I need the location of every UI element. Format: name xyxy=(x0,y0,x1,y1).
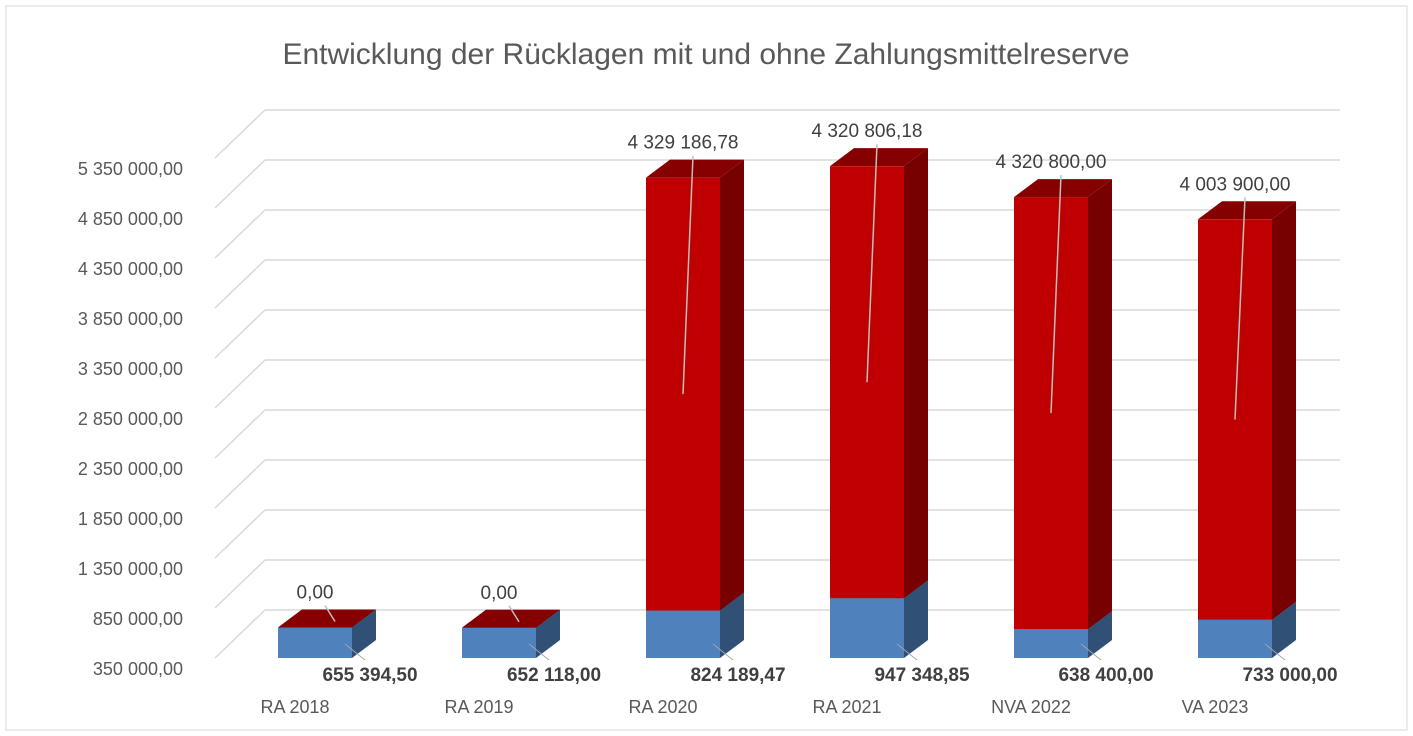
bar-side xyxy=(1088,611,1112,658)
value-label: 4 329 186,78 xyxy=(628,133,739,154)
y-tick-label: 4 350 000,00 xyxy=(78,259,183,279)
y-tick-label: 2 350 000,00 xyxy=(78,459,183,479)
bar-side xyxy=(720,592,744,658)
leader-line xyxy=(866,144,878,383)
leader-line xyxy=(528,643,550,661)
bar xyxy=(646,610,720,658)
bar-side xyxy=(536,609,560,658)
value-label: 4 003 900,00 xyxy=(1180,174,1291,195)
leader-line xyxy=(1234,197,1246,420)
chart-title: Entwicklung der Rücklagen mit und ohne Z… xyxy=(282,38,1129,71)
bar-side xyxy=(904,148,928,599)
bar-top xyxy=(1014,179,1112,198)
x-tick-label: RA 2021 xyxy=(812,697,881,717)
grid-line xyxy=(214,409,266,459)
leader-line xyxy=(896,643,918,661)
leader-line xyxy=(682,155,694,395)
bar-side xyxy=(1272,601,1296,658)
bar-side xyxy=(720,159,744,611)
leader-line xyxy=(344,643,366,661)
leader-line xyxy=(712,643,734,661)
y-tick-label: 850 000,00 xyxy=(93,609,183,629)
grid-line xyxy=(214,209,266,259)
leader-line xyxy=(1264,643,1286,661)
value-label: 4 320 800,00 xyxy=(996,152,1107,173)
value-label: 0,00 xyxy=(481,583,518,604)
y-tick-label: 3 350 000,00 xyxy=(78,359,183,379)
bar-top xyxy=(462,609,560,628)
grid-line xyxy=(214,159,266,209)
x-tick-label: NVA 2022 xyxy=(991,697,1071,717)
bar xyxy=(830,598,904,658)
y-tick-label: 3 850 000,00 xyxy=(78,309,183,329)
x-tick-label: RA 2020 xyxy=(628,697,697,717)
bar xyxy=(462,627,536,658)
x-tick-label: RA 2019 xyxy=(444,697,513,717)
grid-line xyxy=(214,459,266,509)
value-label: 733 000,00 xyxy=(1242,665,1337,686)
leader-line xyxy=(508,605,520,623)
value-label: 947 348,85 xyxy=(874,665,970,686)
grid-line xyxy=(214,559,266,609)
value-label: 0,00 xyxy=(297,582,334,603)
leader-line xyxy=(1050,175,1062,414)
value-label: 824 189,47 xyxy=(690,665,785,686)
bar-top xyxy=(646,159,744,178)
bar xyxy=(278,627,352,658)
bar xyxy=(1014,629,1088,658)
y-tick-label: 2 850 000,00 xyxy=(78,409,183,429)
y-tick-label: 4 850 000,00 xyxy=(78,209,183,229)
y-tick-label: 5 350 000,00 xyxy=(78,159,183,179)
bar-top xyxy=(278,609,376,628)
y-tick-label: 1 850 000,00 xyxy=(78,509,183,529)
bar-side xyxy=(1088,179,1112,630)
leader-line xyxy=(324,605,336,622)
grid-line xyxy=(214,259,266,309)
grid-line xyxy=(214,309,266,359)
bar-top xyxy=(1198,201,1296,220)
leader-line xyxy=(1080,643,1102,661)
bar-top xyxy=(830,148,928,167)
value-label: 652 118,00 xyxy=(507,665,601,686)
x-tick-label: VA 2023 xyxy=(1182,697,1249,717)
bar-side xyxy=(1272,201,1296,620)
value-label: 4 320 806,18 xyxy=(812,121,923,142)
grid-line xyxy=(214,609,266,659)
bar-side xyxy=(352,609,376,658)
bar-side xyxy=(904,580,928,658)
value-label: 655 394,50 xyxy=(322,665,417,686)
grid-line xyxy=(214,509,266,559)
grid-line xyxy=(214,109,266,159)
value-label: 638 400,00 xyxy=(1058,665,1153,686)
grid-line xyxy=(214,359,266,409)
bar xyxy=(1198,619,1272,658)
y-tick-label: 1 350 000,00 xyxy=(78,559,183,579)
x-tick-label: RA 2018 xyxy=(260,697,329,717)
y-tick-label: 350 000,00 xyxy=(93,659,183,679)
